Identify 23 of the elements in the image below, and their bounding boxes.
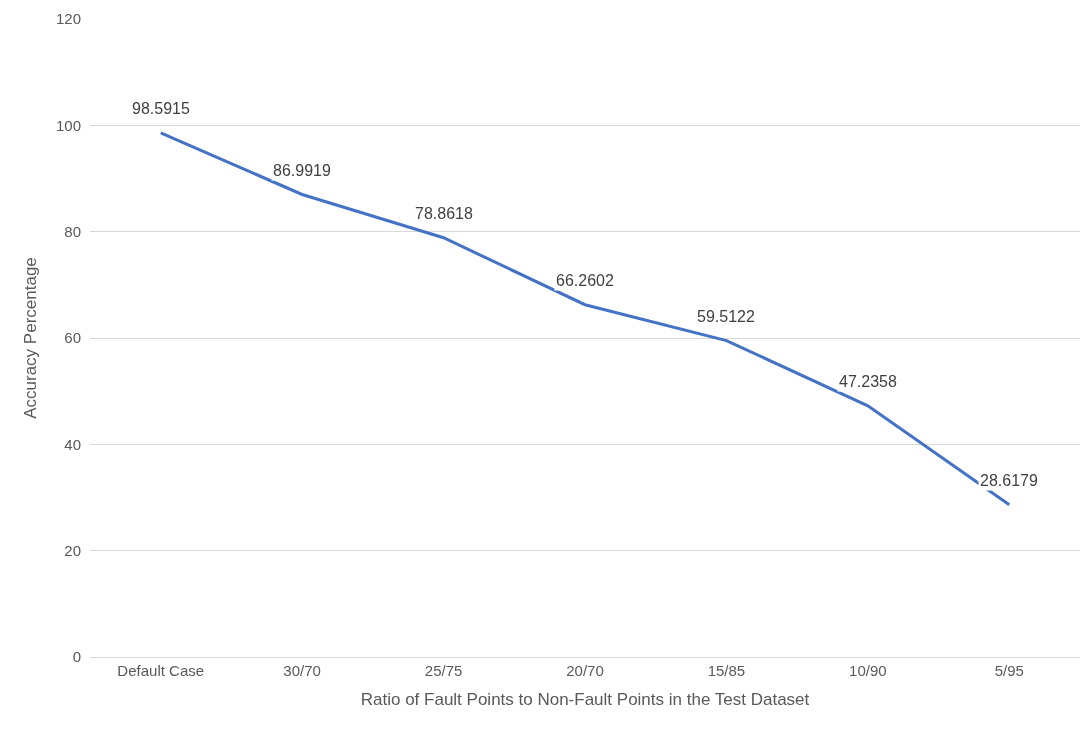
data-label: 59.5122 [697,308,755,325]
y-tick-label: 80 [64,222,81,240]
data-label: 78.8618 [415,205,473,222]
y-tick-label: 40 [64,435,81,453]
y-tick-label: 60 [64,329,81,347]
y-tick-label: 20 [64,541,81,559]
data-label: 86.9919 [273,162,331,179]
x-tick-label: 5/95 [994,662,1024,679]
data-label: 98.5915 [132,100,190,117]
data-label: 66.2602 [556,272,614,289]
x-tick-label: 10/90 [849,662,887,679]
data-label: 47.2358 [839,373,897,390]
x-tick-label: 30/70 [283,662,321,679]
y-tick-label: 120 [55,10,81,28]
x-axis-title: Ratio of Fault Points to Non-Fault Points in the Test Dataset [360,690,810,710]
x-tick-label: 15/85 [707,662,746,679]
y-tick-label: 0 [72,648,81,666]
x-tick-label: 20/70 [566,662,604,679]
x-tick-label: 25/75 [424,662,463,679]
x-tick-label: Default Case [117,662,205,679]
y-tick-label: 100 [55,116,81,134]
data-label: 28.6179 [980,472,1038,489]
y-axis-title: Accuracy Percentage [20,257,40,419]
